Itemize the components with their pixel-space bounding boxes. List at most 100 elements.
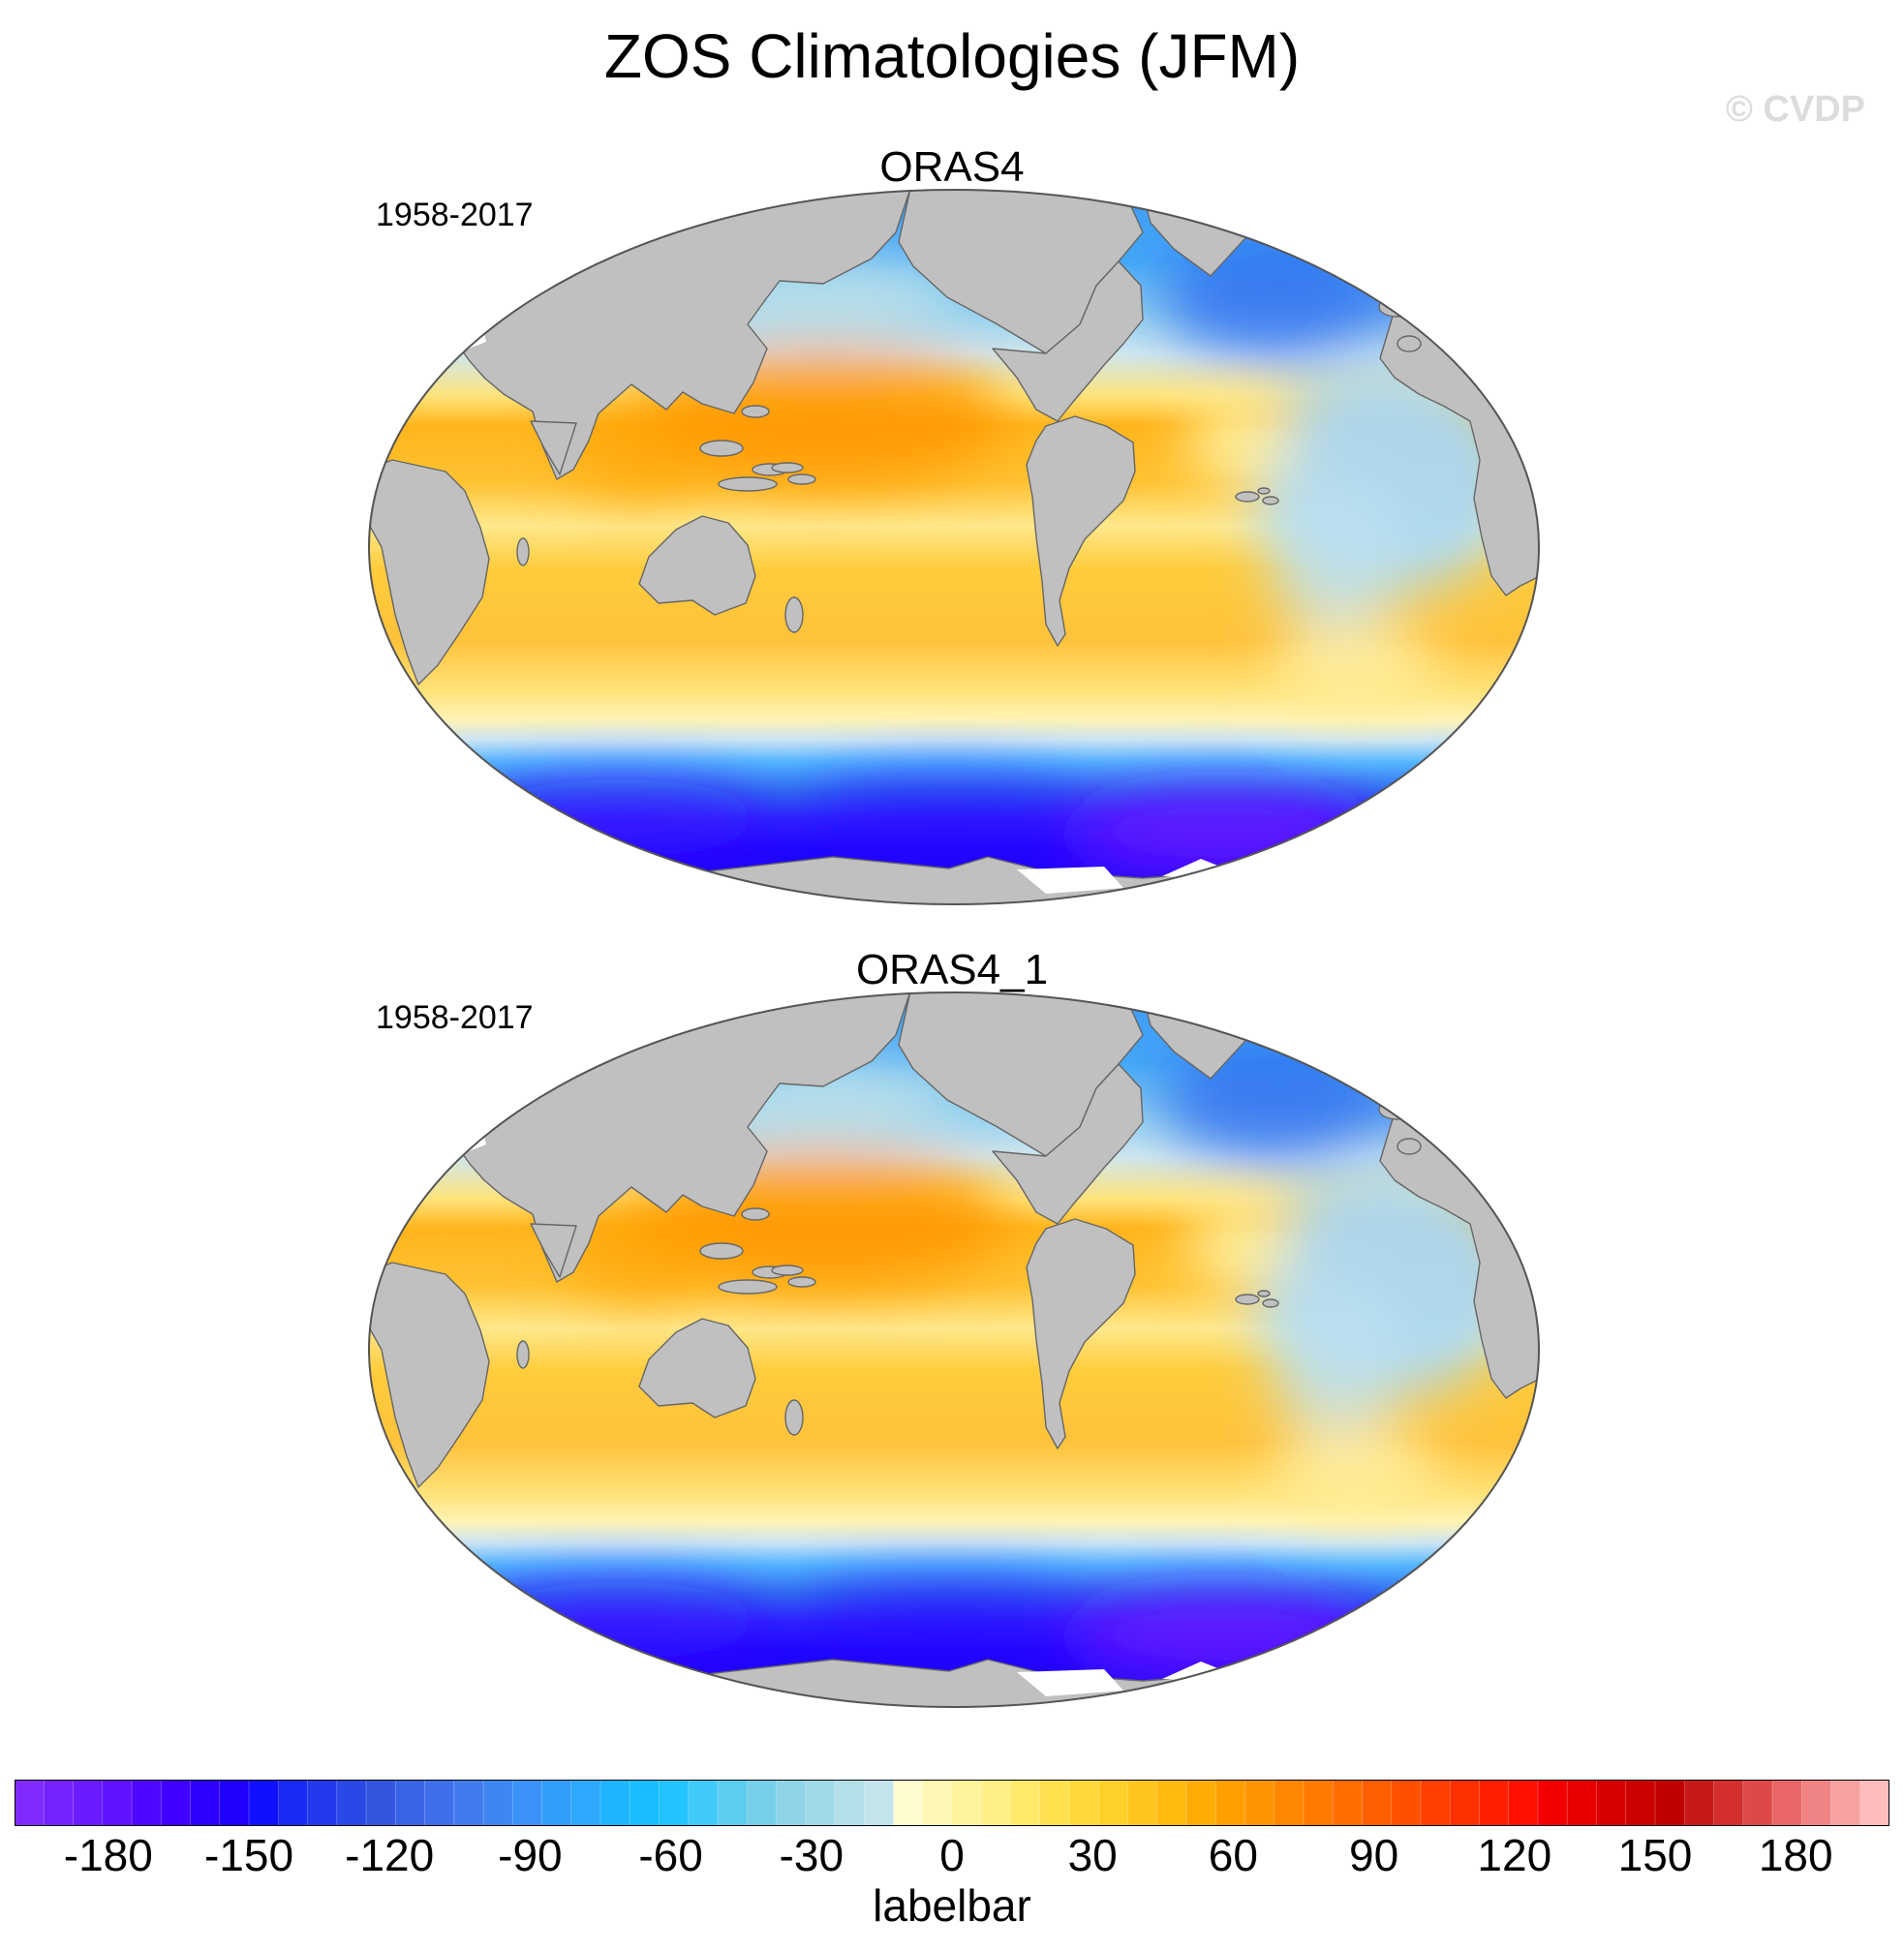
- map-oras4-1: [368, 991, 1540, 1708]
- island-landmass: [787, 473, 816, 485]
- panel-title-oras4: ORAS4: [879, 143, 1025, 191]
- island-landmass: [516, 1340, 530, 1369]
- colorbar-swatch: [1713, 1780, 1744, 1826]
- colorbar-swatch: [981, 1780, 1012, 1826]
- colorbar-swatch: [1215, 1780, 1246, 1826]
- colorbar-swatch: [44, 1780, 75, 1826]
- island-landmass: [1235, 491, 1260, 503]
- ice-shelf-nodata: [1017, 1669, 1123, 1696]
- island-landmass: [718, 1279, 778, 1295]
- colorbar-swatch: [1127, 1780, 1158, 1826]
- panel-period-oras4-1: 1958-2017: [376, 999, 534, 1036]
- colorbar-swatch: [395, 1780, 426, 1826]
- colorbar-swatch: [1596, 1780, 1627, 1826]
- watermark: © CVDP: [1725, 89, 1865, 130]
- colorbar-swatch: [1274, 1780, 1305, 1826]
- colorbar-swatch: [805, 1780, 836, 1826]
- colorbar-tick-label: 60: [1208, 1830, 1258, 1880]
- colorbar-swatch: [952, 1780, 982, 1826]
- colorbar-swatch: [1362, 1780, 1393, 1826]
- colorbar: [15, 1780, 1889, 1826]
- colorbar-swatch: [73, 1780, 104, 1826]
- india-landmass: [530, 420, 577, 475]
- island-landmass: [1262, 496, 1279, 505]
- colorbar-swatch: [1538, 1780, 1568, 1826]
- colorbar-tick-label: 150: [1617, 1830, 1693, 1880]
- island-landmass: [1262, 1298, 1279, 1308]
- africa-landmass: [369, 1262, 490, 1488]
- colorbar-swatch: [747, 1780, 778, 1826]
- colorbar-swatch: [1333, 1780, 1364, 1826]
- colorbar-swatch: [1450, 1780, 1481, 1826]
- colorbar-swatch: [1859, 1780, 1889, 1826]
- central-america-landmass: [992, 260, 1144, 422]
- island-landmass: [1397, 1138, 1422, 1155]
- colorbar-tick-label: 180: [1758, 1830, 1833, 1880]
- colorbar-swatch: [219, 1780, 250, 1826]
- ice-shelf-nodata: [1017, 867, 1123, 894]
- colorbar-swatch: [864, 1780, 895, 1826]
- colorbar-swatch: [659, 1780, 690, 1826]
- colorbar-swatch: [1830, 1780, 1861, 1826]
- colorbar-swatch: [1098, 1780, 1129, 1826]
- colorbar-swatch: [1304, 1780, 1334, 1826]
- island-landmass: [787, 1276, 816, 1288]
- colorbar-swatch: [483, 1780, 513, 1826]
- central-america-landmass: [992, 1063, 1144, 1225]
- colorbar-swatch: [512, 1780, 543, 1826]
- island-landmass: [784, 596, 804, 633]
- south-america-landmass: [1026, 415, 1136, 647]
- figure-title: ZOS Climatologies (JFM): [603, 21, 1301, 91]
- colorbar-tick-label: -120: [345, 1830, 435, 1880]
- map-boundary: [368, 991, 1540, 1708]
- colorbar-tick-label: 90: [1349, 1830, 1399, 1880]
- south-america-landmass: [1026, 1218, 1136, 1449]
- island-landmass: [741, 405, 770, 418]
- colorbar-swatch: [424, 1780, 455, 1826]
- island-landmass: [1257, 487, 1271, 495]
- colorbar-swatch: [307, 1780, 338, 1826]
- colorbar-swatch: [922, 1780, 953, 1826]
- colorbar-swatch: [1391, 1780, 1422, 1826]
- australia-landmass: [638, 515, 756, 616]
- island-landmass: [699, 1242, 744, 1260]
- colorbar-tick-label: -150: [203, 1830, 294, 1880]
- colorbar-swatch: [1244, 1780, 1275, 1826]
- colorbar-swatch: [1508, 1780, 1539, 1826]
- colorbar-swatch: [1655, 1780, 1685, 1826]
- island-landmass: [741, 1207, 770, 1221]
- australia-landmass: [638, 1318, 756, 1418]
- colorbar-swatch: [1479, 1780, 1510, 1826]
- colorbar-swatch: [1010, 1780, 1041, 1826]
- colorbar-swatch: [366, 1780, 396, 1826]
- map-boundary: [368, 189, 1540, 905]
- india-landmass: [530, 1223, 577, 1278]
- colorbar-swatch: [776, 1780, 807, 1826]
- island-landmass: [1397, 335, 1422, 352]
- colorbar-tick-label: 120: [1477, 1830, 1552, 1880]
- map-oras4: [368, 189, 1540, 905]
- colorbar-swatch: [893, 1780, 924, 1826]
- colorbar-swatch: [278, 1780, 309, 1826]
- colorbar-swatch: [161, 1780, 192, 1826]
- colorbar-tick-label: -90: [498, 1830, 563, 1880]
- island-landmass: [516, 537, 530, 566]
- colorbar-swatch: [630, 1780, 660, 1826]
- colorbar-swatch: [1742, 1780, 1773, 1826]
- colorbar-swatch: [570, 1780, 601, 1826]
- island-landmass: [1257, 1290, 1271, 1297]
- island-landmass: [771, 1265, 804, 1276]
- colorbar-swatch: [1567, 1780, 1598, 1826]
- island-landmass: [1235, 1294, 1260, 1305]
- colorbar-swatch: [132, 1780, 162, 1826]
- island-landmass: [771, 462, 804, 473]
- colorbar-swatch: [249, 1780, 279, 1826]
- colorbar-swatch: [1801, 1780, 1832, 1826]
- colorbar-swatch: [600, 1780, 630, 1826]
- colorbar-swatch: [718, 1780, 748, 1826]
- colorbar-swatch: [1069, 1780, 1099, 1826]
- colorbar-swatch: [1186, 1780, 1216, 1826]
- panel-title-oras4-1: ORAS4_1: [855, 946, 1049, 993]
- colorbar-tick-label: -30: [779, 1830, 845, 1880]
- colorbar-swatch: [453, 1780, 484, 1826]
